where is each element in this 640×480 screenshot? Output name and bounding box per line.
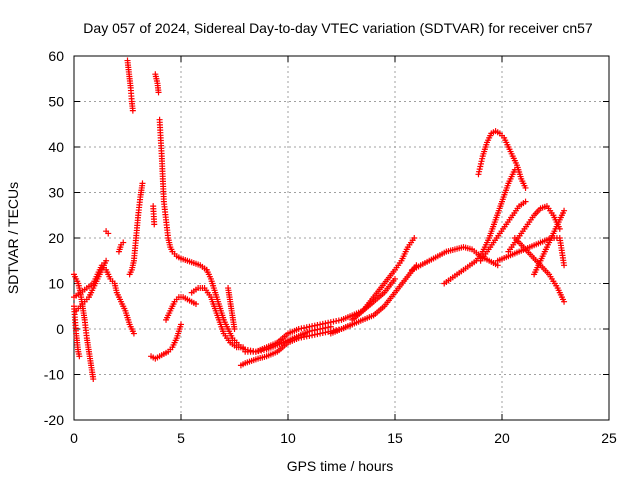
data-points (71, 57, 568, 383)
y-tick-label: 0 (56, 321, 64, 337)
data-point (103, 257, 110, 264)
series-arc-28 (494, 235, 568, 269)
series-arc-25 (505, 203, 563, 255)
x-tick-label: 25 (601, 430, 617, 446)
series-arc-6 (115, 239, 127, 255)
data-point (561, 298, 568, 305)
series-arc-23 (475, 128, 529, 191)
series-arc-21 (409, 244, 501, 273)
data-point (240, 344, 247, 351)
series-arc-15 (188, 285, 247, 351)
series-arc-22 (441, 166, 518, 287)
data-point (522, 198, 529, 205)
data-point (192, 300, 199, 307)
series-arc-4 (73, 257, 110, 314)
axis-ticks: 0 5 10 15 20 25 -20 -10 0 10 20 30 40 50 60 (44, 48, 617, 446)
data-point (231, 326, 238, 332)
series-arc-11 (156, 116, 210, 273)
data-point (178, 321, 184, 328)
x-tick-label: 15 (387, 430, 403, 446)
data-point (130, 330, 137, 337)
x-axis-label: GPS time / hours (287, 458, 394, 474)
series-arc-20 (349, 235, 418, 323)
data-point (76, 353, 83, 360)
data-point (139, 180, 146, 187)
data-point (392, 275, 398, 282)
x-tick-label: 10 (280, 430, 296, 446)
series-arc-13 (163, 294, 199, 323)
x-tick-label: 0 (70, 430, 78, 446)
y-tick-label: 40 (48, 139, 64, 155)
series-arc-10 (152, 71, 162, 96)
y-axis-label: SDTVAR / TECUs (5, 182, 21, 294)
data-point (151, 221, 158, 228)
y-tick-label: 20 (48, 230, 64, 246)
y-tick-label: 50 (48, 94, 64, 110)
series-arc-3 (71, 262, 137, 337)
y-tick-label: -20 (44, 412, 64, 428)
data-point (561, 262, 568, 269)
series-arc-9 (150, 203, 158, 228)
series-arc-24 (477, 198, 529, 264)
grid-lines (74, 56, 609, 420)
data-point (522, 184, 529, 191)
y-tick-label: 10 (48, 276, 64, 292)
series-arc-14 (203, 266, 334, 355)
series-arc-8 (126, 180, 146, 278)
data-point (120, 239, 127, 246)
data-point (105, 230, 112, 237)
y-tick-label: 30 (48, 185, 64, 201)
x-tick-label: 20 (494, 430, 510, 446)
data-point (90, 376, 97, 383)
series-arc-12 (148, 321, 184, 362)
series-arc-7 (124, 57, 136, 114)
series-arc-2 (71, 303, 83, 360)
y-tick-label: -10 (44, 367, 64, 383)
data-point (155, 89, 162, 96)
y-tick-label: 60 (48, 48, 64, 64)
data-point (411, 235, 418, 241)
series-arc-5 (103, 228, 112, 237)
x-tick-label: 5 (177, 430, 185, 446)
series-arc-16 (225, 285, 238, 332)
data-point (129, 107, 136, 114)
data-point (561, 207, 568, 214)
chart-title: Day 057 of 2024, Sidereal Day-to-day VTE… (83, 20, 593, 36)
